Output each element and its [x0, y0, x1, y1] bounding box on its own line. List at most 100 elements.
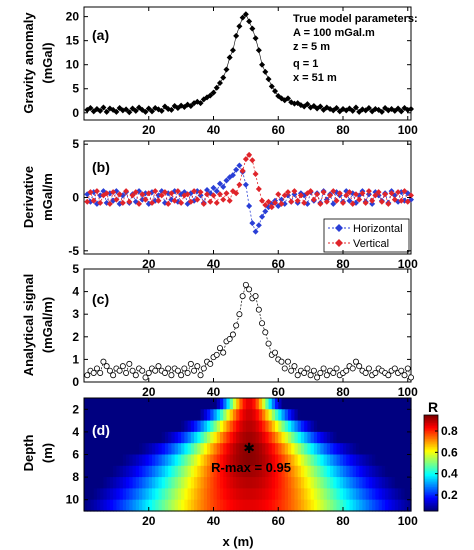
panel-label-c: (c) [92, 291, 109, 307]
heatmap-cell [258, 398, 263, 410]
annotation-line-1: True model parameters: [293, 13, 418, 25]
heatmap-cell [404, 431, 409, 444]
heatmap-cell [346, 477, 351, 489]
heatmap-cell [304, 409, 308, 422]
gravity-point [216, 79, 223, 86]
colorbar-segment [424, 475, 438, 478]
heatmap-cell [171, 420, 176, 433]
heatmap-cell [103, 477, 108, 489]
heatmap-cell [96, 443, 101, 456]
colorbar-segment [424, 490, 438, 493]
heatmap-cell [343, 398, 347, 410]
heatmap-cell [323, 477, 328, 489]
panel-label-a: (a) [92, 27, 109, 43]
heatmap-cell [265, 398, 270, 410]
heatmap-cell [359, 420, 364, 433]
x-tick-label: 100 [398, 514, 418, 528]
gravity-point [197, 100, 204, 107]
heatmap-cell [96, 499, 101, 512]
heatmap-cell [378, 398, 383, 410]
analytical-point [197, 372, 204, 379]
heatmap-cell [148, 420, 153, 433]
heatmap-cell [323, 431, 328, 444]
heatmap-cell [239, 488, 244, 501]
heatmap-cell [317, 409, 321, 422]
heatmap-cell [333, 398, 338, 410]
vertical-point [372, 192, 379, 199]
heatmap-cell [129, 454, 134, 467]
heatmap-cell [368, 465, 373, 478]
heatmap-cell [106, 409, 111, 422]
heatmap-cell [194, 454, 198, 467]
y-axis-label-a-line1: Gravity anomaly [21, 12, 36, 114]
heatmap-cell [171, 477, 176, 489]
heatmap-cell [100, 443, 105, 456]
heatmap-cell [232, 454, 237, 467]
heatmap-cell [90, 443, 95, 456]
vertical-point [129, 192, 136, 199]
heatmap-cell [145, 477, 150, 489]
heatmap-cell [161, 488, 166, 501]
heatmap-cell [252, 477, 257, 489]
horizontal-point [284, 192, 291, 199]
heatmap-cell [210, 499, 215, 512]
heatmap-cell [151, 477, 156, 489]
heatmap-cell [355, 443, 360, 456]
heatmap-cell [294, 488, 299, 501]
heatmap-cell [245, 465, 250, 478]
heatmap-cell [197, 398, 202, 410]
heatmap-cell [245, 398, 250, 410]
heatmap-cell [401, 443, 406, 456]
heatmap-cell [116, 488, 121, 501]
heatmap-cell [207, 499, 211, 512]
colorbar-segment [424, 469, 438, 472]
vertical-point [382, 191, 389, 198]
heatmap-cell [365, 420, 370, 433]
heatmap-cell [122, 431, 127, 444]
heatmap-cell [226, 420, 231, 433]
heatmap-cell [142, 398, 147, 410]
analytical-point [398, 367, 405, 374]
heatmap-cell [132, 420, 137, 433]
heatmap-cell [294, 443, 299, 456]
heatmap-cell [252, 465, 257, 478]
heatmap-cell [313, 488, 318, 501]
heatmap-cell [336, 477, 341, 489]
gravity-point [226, 54, 233, 61]
heatmap-cell [349, 398, 354, 410]
heatmap-cell [300, 465, 305, 478]
gravity-point [265, 76, 272, 83]
heatmap-cell [145, 431, 150, 444]
heatmap-cell [93, 465, 98, 478]
heatmap-cell [119, 443, 124, 456]
heatmap-cell [158, 420, 163, 433]
heatmap-cell [100, 488, 105, 501]
heatmap-cell [339, 420, 344, 433]
heatmap-cell [113, 409, 117, 422]
heatmap-cell [145, 454, 150, 467]
heatmap-cell [126, 488, 130, 501]
heatmap-cell [249, 465, 253, 478]
heatmap-cell [304, 443, 308, 456]
vertical-point [106, 200, 113, 207]
colorbar-segment [424, 445, 438, 448]
heatmap-cell [362, 431, 367, 444]
heatmap-cell [190, 454, 195, 467]
vertical-point [401, 188, 408, 195]
analytical-point [239, 293, 246, 300]
panel-b-derivative: (b) Derivative mGal/m Horizontal Vertica… [21, 140, 412, 255]
analytical-point [161, 369, 168, 376]
heatmap-cell [320, 454, 325, 467]
colorbar-segment [424, 419, 438, 422]
heatmap-cell [213, 454, 218, 467]
heatmap-cell [343, 454, 347, 467]
heatmap-cell [190, 477, 195, 489]
heatmap-cell [255, 465, 260, 478]
heatmap-cell [239, 443, 244, 456]
vertical-point [408, 192, 414, 199]
heatmap-cell [210, 443, 215, 456]
heatmap-cell [268, 409, 273, 422]
heatmap-cell [142, 409, 147, 422]
horizontal-point [216, 180, 223, 187]
analytical-point [123, 369, 130, 376]
